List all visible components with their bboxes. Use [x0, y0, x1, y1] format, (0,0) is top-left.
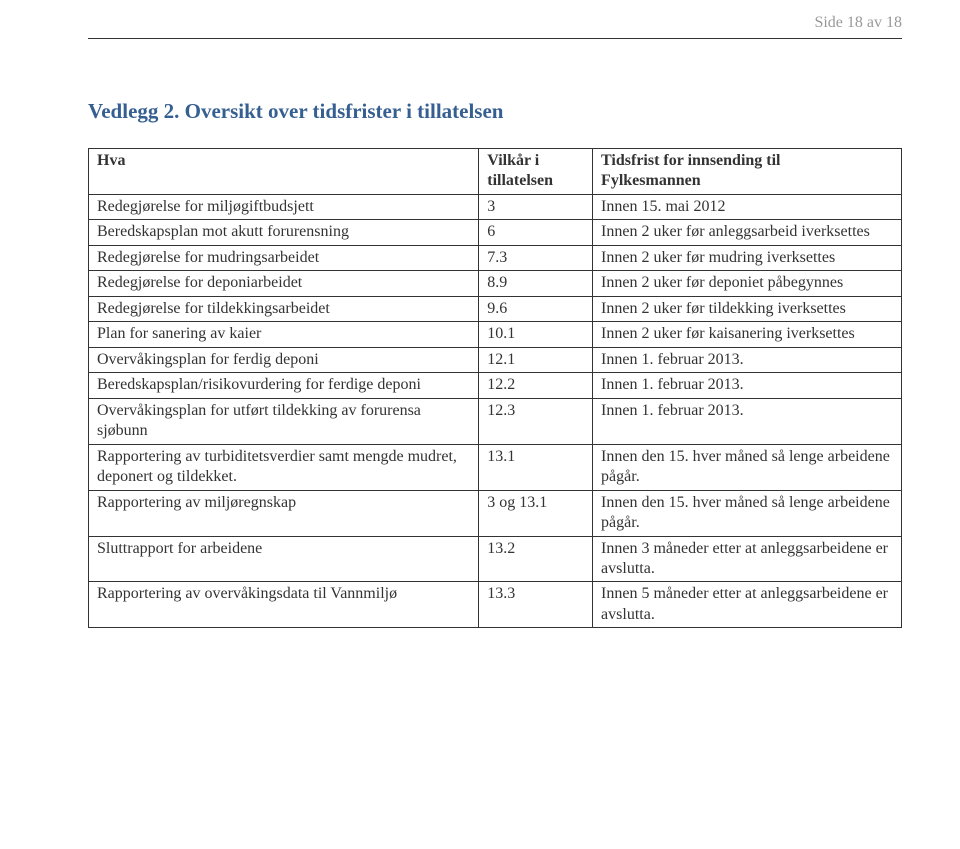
cell-frist: Innen den 15. hver måned så lenge arbeid… — [593, 444, 902, 490]
cell-vilkar: 13.1 — [479, 444, 593, 490]
table-row: Redegjørelse for miljøgiftbudsjett3Innen… — [89, 194, 902, 219]
cell-vilkar: 8.9 — [479, 271, 593, 296]
cell-hva: Redegjørelse for mudringsarbeidet — [89, 245, 479, 270]
cell-vilkar: 12.1 — [479, 347, 593, 372]
col-header-vilkar-line2: tillatelsen — [487, 172, 553, 189]
cell-frist: Innen 1. februar 2013. — [593, 347, 902, 372]
cell-vilkar: 3 — [479, 194, 593, 219]
table-row: Overvåkingsplan for ferdig deponi12.1Inn… — [89, 347, 902, 372]
cell-frist: Innen 3 måneder etter at anleggsarbeiden… — [593, 536, 902, 582]
cell-vilkar: 10.1 — [479, 322, 593, 347]
cell-hva: Rapportering av miljøregnskap — [89, 490, 479, 536]
col-header-vilkar: Vilkår i tillatelsen — [479, 149, 593, 195]
cell-vilkar: 3 og 13.1 — [479, 490, 593, 536]
document-title: Vedlegg 2. Oversikt over tidsfrister i t… — [88, 99, 902, 124]
cell-vilkar: 13.3 — [479, 582, 593, 628]
cell-hva: Beredskapsplan/risikovurdering for ferdi… — [89, 373, 479, 398]
col-header-frist: Tidsfrist for innsending til Fylkesmanne… — [593, 149, 902, 195]
cell-hva: Rapportering av overvåkingsdata til Vann… — [89, 582, 479, 628]
cell-hva: Overvåkingsplan for ferdig deponi — [89, 347, 479, 372]
table-header-row: Hva Vilkår i tillatelsen Tidsfrist for i… — [89, 149, 902, 195]
cell-frist: Innen 2 uker før tildekking iverksettes — [593, 296, 902, 321]
document-content: Vedlegg 2. Oversikt over tidsfrister i t… — [0, 39, 960, 652]
col-header-hva: Hva — [89, 149, 479, 195]
table-row: Sluttrapport for arbeidene13.2Innen 3 må… — [89, 536, 902, 582]
cell-vilkar: 12.3 — [479, 398, 593, 444]
cell-hva: Redegjørelse for miljøgiftbudsjett — [89, 194, 479, 219]
table-row: Redegjørelse for tildekkingsarbeidet9.6I… — [89, 296, 902, 321]
cell-hva: Rapportering av turbiditetsverdier samt … — [89, 444, 479, 490]
cell-frist: Innen 15. mai 2012 — [593, 194, 902, 219]
cell-hva: Redegjørelse for deponiarbeidet — [89, 271, 479, 296]
col-header-frist-line1: Tidsfrist for innsending til — [601, 152, 780, 169]
table-row: Overvåkingsplan for utført tildekking av… — [89, 398, 902, 444]
cell-frist: Innen 1. februar 2013. — [593, 373, 902, 398]
cell-vilkar: 9.6 — [479, 296, 593, 321]
table-row: Rapportering av turbiditetsverdier samt … — [89, 444, 902, 490]
deadlines-table: Hva Vilkår i tillatelsen Tidsfrist for i… — [88, 148, 902, 628]
col-header-frist-line2: Fylkesmannen — [601, 172, 701, 189]
cell-vilkar: 12.2 — [479, 373, 593, 398]
cell-vilkar: 6 — [479, 220, 593, 245]
cell-frist: Innen 1. februar 2013. — [593, 398, 902, 444]
table-row: Plan for sanering av kaier10.1Innen 2 uk… — [89, 322, 902, 347]
table-row: Rapportering av overvåkingsdata til Vann… — [89, 582, 902, 628]
cell-vilkar: 7.3 — [479, 245, 593, 270]
cell-frist: Innen 2 uker før kaisanering iverksettes — [593, 322, 902, 347]
table-row: Rapportering av miljøregnskap3 og 13.1In… — [89, 490, 902, 536]
cell-vilkar: 13.2 — [479, 536, 593, 582]
cell-hva: Beredskapsplan mot akutt forurensning — [89, 220, 479, 245]
table-row: Beredskapsplan mot akutt forurensning6In… — [89, 220, 902, 245]
cell-hva: Redegjørelse for tildekkingsarbeidet — [89, 296, 479, 321]
cell-frist: Innen 2 uker før mudring iverksettes — [593, 245, 902, 270]
cell-frist: Innen den 15. hver måned så lenge arbeid… — [593, 490, 902, 536]
table-row: Redegjørelse for mudringsarbeidet7.3Inne… — [89, 245, 902, 270]
table-row: Redegjørelse for deponiarbeidet8.9Innen … — [89, 271, 902, 296]
cell-frist: Innen 2 uker før anleggsarbeid iverksett… — [593, 220, 902, 245]
cell-frist: Innen 5 måneder etter at anleggsarbeiden… — [593, 582, 902, 628]
cell-hva: Plan for sanering av kaier — [89, 322, 479, 347]
page-number: Side 18 av 18 — [0, 0, 960, 38]
col-header-vilkar-line1: Vilkår i — [487, 152, 539, 169]
cell-frist: Innen 2 uker før deponiet påbegynnes — [593, 271, 902, 296]
cell-hva: Overvåkingsplan for utført tildekking av… — [89, 398, 479, 444]
cell-hva: Sluttrapport for arbeidene — [89, 536, 479, 582]
table-row: Beredskapsplan/risikovurdering for ferdi… — [89, 373, 902, 398]
